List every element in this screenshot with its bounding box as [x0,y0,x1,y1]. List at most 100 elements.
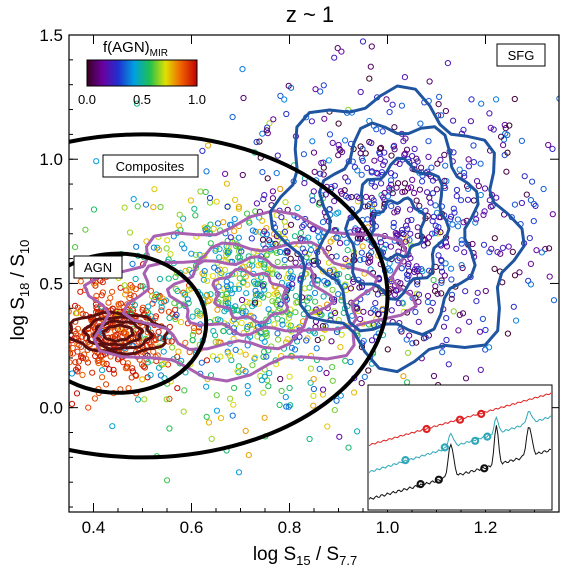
data-point [335,152,342,159]
data-point [72,244,79,251]
data-point [105,299,112,306]
data-point [69,308,72,315]
data-point [215,283,222,290]
data-point [232,196,239,203]
data-point [416,186,423,193]
region-label-composites: Composites [102,154,199,178]
data-point [336,433,343,440]
data-point [138,361,146,368]
data-point [440,323,448,330]
data-point [231,228,238,235]
data-point [381,149,388,156]
data-point [527,281,535,288]
data-point [533,247,540,254]
data-point [287,268,294,275]
data-point [525,277,532,284]
data-point [156,334,163,341]
data-point [142,201,150,208]
chart-title: z ~ 1 [286,2,334,27]
data-point [409,153,416,160]
data-point [281,228,288,235]
data-point [438,279,445,286]
data-point [305,305,312,312]
data-point [504,131,511,138]
data-point [527,197,535,204]
data-point [100,360,107,367]
data-point [252,291,259,299]
data-point [491,265,498,272]
data-point [500,142,507,149]
x-axis-label: log S15 / S7.7 [253,544,357,568]
data-point [243,210,251,217]
data-point [427,199,434,206]
data-point [235,203,242,210]
data-point [186,266,193,273]
data-point [110,366,117,373]
data-point [384,346,391,353]
data-point [174,287,181,295]
data-point [242,351,249,358]
data-point [386,184,393,191]
data-point [335,120,342,127]
data-point [261,228,268,235]
data-point [307,246,315,254]
data-point [407,230,414,237]
data-point [177,319,185,326]
y-axis-label: log S18 / S10 [8,240,32,341]
data-point [309,197,316,204]
data-point [448,291,456,298]
data-point [206,296,213,304]
data-point [200,276,207,283]
data-point [52,355,57,360]
data-point [74,368,81,375]
data-point [205,298,212,305]
data-point [126,286,133,293]
data-point [243,290,250,297]
data-point [168,338,175,345]
data-point [360,256,367,263]
data-point [413,197,420,204]
data-point [228,357,235,364]
data-point [283,403,290,410]
data-point [115,302,123,309]
data-point [206,199,214,206]
data-point [117,300,124,307]
data-point [363,164,371,172]
data-point [35,344,40,349]
contours [69,84,526,383]
data-point [368,139,375,147]
data-point [392,229,399,237]
data-point [45,326,50,331]
data-point [433,209,441,216]
data-point [357,143,364,150]
data-point [309,138,316,145]
data-point [125,385,132,392]
data-point [505,243,512,250]
data-point [310,188,317,195]
svg-text:SFG: SFG [508,48,535,63]
data-point [203,357,210,364]
data-point [308,118,315,125]
data-point [245,452,252,459]
data-point [165,308,172,315]
data-point [205,419,213,426]
data-point [433,186,440,193]
data-point [89,369,96,376]
data-point [301,180,308,187]
data-point [516,269,523,276]
data-point [315,234,322,241]
data-point [399,226,406,234]
data-point [250,278,258,285]
data-point [390,223,397,230]
data-point [342,357,349,364]
data-point [209,272,216,280]
data-point [144,309,152,316]
data-point [109,288,116,295]
data-point [329,286,336,293]
data-point [338,331,345,338]
data-point [235,469,243,476]
data-point [261,338,268,345]
data-point [474,289,481,296]
data-point [188,250,195,257]
data-point [404,263,412,270]
